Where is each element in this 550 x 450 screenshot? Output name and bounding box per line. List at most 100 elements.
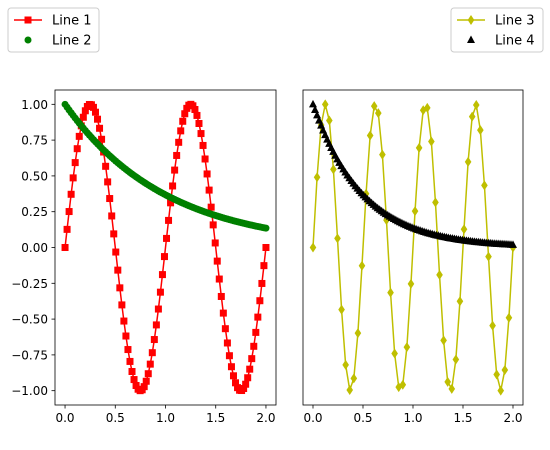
data-point — [411, 206, 419, 217]
y-tick-label: 0.25 — [21, 205, 48, 219]
data-point — [260, 262, 268, 270]
x-tick-label: 0.0 — [303, 411, 322, 425]
legend-entry: Line 1 — [14, 14, 92, 29]
data-point — [485, 251, 492, 262]
data-point — [144, 370, 152, 378]
data-point — [403, 342, 411, 353]
data-point — [428, 136, 435, 147]
data-point — [73, 145, 81, 153]
data-point — [211, 239, 219, 247]
data-point — [177, 127, 185, 135]
data-point — [148, 349, 156, 357]
series-line-3 — [309, 99, 517, 396]
data-point — [193, 111, 201, 119]
y-tick-label: 0.50 — [21, 169, 48, 183]
data-point — [142, 377, 150, 385]
y-tick-label: −0.50 — [11, 313, 48, 327]
data-point — [179, 117, 187, 125]
series-line — [312, 103, 514, 392]
data-point — [132, 382, 140, 390]
data-point — [165, 216, 173, 224]
x-tick-label: 2.0 — [503, 411, 522, 425]
legend-entry: Line 4 — [467, 34, 535, 49]
y-tick-label: 0.75 — [21, 134, 48, 148]
data-point — [452, 354, 460, 365]
data-point — [456, 296, 464, 307]
data-point — [201, 155, 209, 163]
y-tick-label: 0.00 — [21, 241, 48, 255]
legend-entry: Line 2 — [24, 34, 92, 49]
x-tick-label: 0.0 — [55, 411, 74, 425]
series-line — [64, 103, 267, 392]
data-point — [167, 199, 175, 207]
data-point — [108, 212, 116, 220]
data-point — [69, 174, 77, 182]
data-point — [171, 166, 179, 174]
data-point — [440, 335, 447, 346]
data-point — [407, 278, 415, 289]
data-point — [71, 159, 79, 167]
data-point — [189, 102, 197, 110]
data-point — [146, 360, 154, 368]
data-point — [242, 380, 250, 388]
data-point — [154, 305, 162, 313]
data-point — [91, 108, 99, 116]
axes-right: 0.0 0.5 1.0 1.5 2.0 — [302, 89, 524, 425]
x-tick-label: 1.5 — [453, 411, 472, 425]
x-tick-label: 1.0 — [403, 411, 422, 425]
data-point — [497, 385, 505, 396]
y-tick-label: −0.25 — [11, 277, 48, 291]
data-point — [169, 182, 177, 190]
data-point — [63, 225, 71, 233]
data-point — [248, 355, 256, 363]
legend-left: Line 1 Line 2 — [7, 7, 100, 53]
legend-label: Line 2 — [52, 34, 92, 49]
data-point — [375, 108, 382, 119]
data-point — [130, 376, 138, 384]
data-point — [354, 328, 362, 339]
data-point — [118, 301, 126, 309]
data-point — [160, 253, 168, 261]
data-point — [104, 178, 112, 186]
data-point — [163, 234, 171, 242]
data-point — [464, 156, 472, 167]
data-point — [387, 287, 394, 298]
legend-entry: Line 3 — [457, 14, 535, 29]
y-tick-label: 1.00 — [21, 98, 48, 112]
data-point — [493, 369, 500, 380]
data-point — [460, 224, 468, 235]
data-point — [227, 363, 235, 371]
data-point — [106, 195, 114, 203]
data-point — [477, 125, 484, 136]
series-line-4 — [309, 99, 517, 248]
data-point — [321, 99, 329, 110]
x-tick-label: 0.5 — [353, 411, 372, 425]
legend-right: Line 3 Line 4 — [450, 7, 544, 53]
data-point — [254, 313, 262, 321]
data-point — [126, 357, 134, 365]
legend-label: Line 3 — [495, 14, 535, 29]
data-point — [156, 288, 164, 296]
data-point — [207, 203, 215, 211]
data-point — [140, 383, 148, 391]
data-point — [67, 190, 75, 198]
legend-box — [450, 7, 544, 53]
data-point — [191, 105, 199, 113]
data-point — [436, 269, 443, 280]
data-point — [150, 336, 158, 344]
data-point — [501, 364, 509, 375]
data-point — [61, 244, 69, 251]
data-point — [112, 248, 120, 256]
data-point — [250, 342, 258, 350]
data-point — [173, 151, 181, 159]
legend-marker — [467, 35, 475, 43]
data-point — [152, 321, 160, 329]
data-point — [122, 332, 130, 340]
data-point — [399, 379, 407, 390]
data-point — [89, 103, 97, 111]
data-point — [370, 101, 378, 112]
data-point — [309, 242, 317, 253]
series-line-1 — [61, 100, 270, 395]
legend-marker — [24, 36, 32, 44]
data-point — [199, 141, 207, 149]
